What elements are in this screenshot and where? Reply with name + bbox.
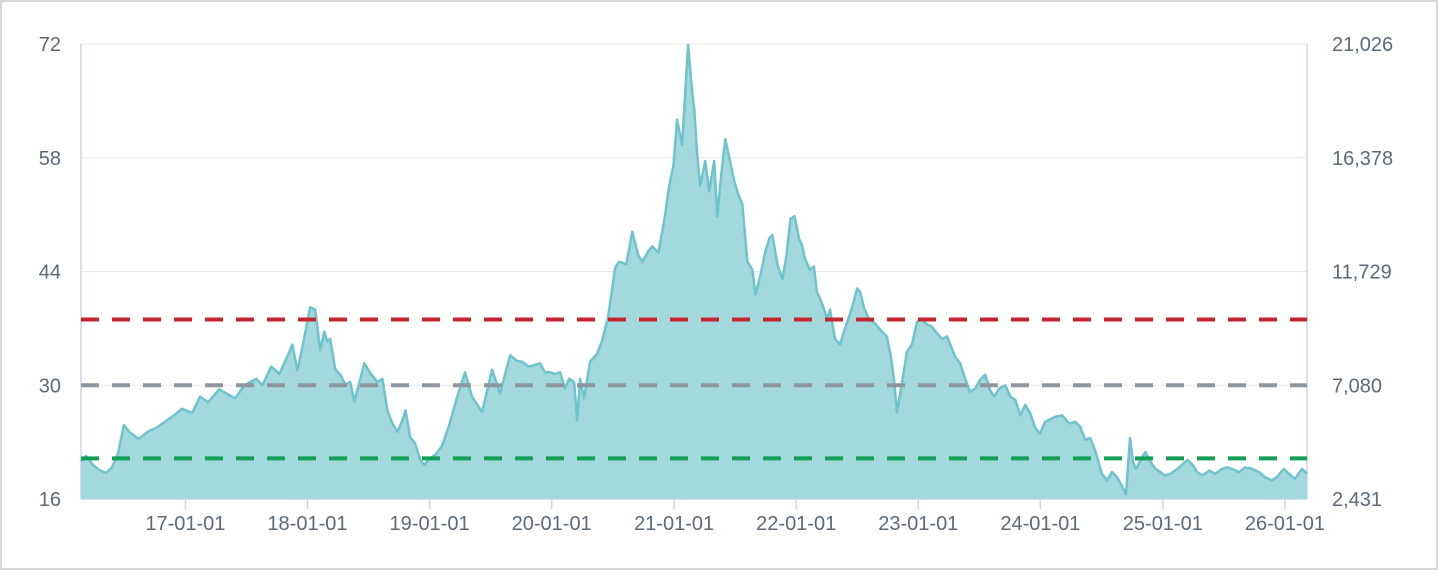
- x-axis-label: 22-01-01: [756, 513, 836, 535]
- left-y-axis: 16 30 44 58 72: [39, 34, 61, 511]
- x-axis-label: 24-01-01: [1000, 513, 1080, 535]
- x-axis-label: 19-01-01: [390, 513, 470, 535]
- x-axis-label: 20-01-01: [512, 513, 592, 535]
- x-axis-label: 25-01-01: [1123, 513, 1203, 535]
- left-axis-label: 72: [39, 34, 61, 56]
- left-axis-label: 58: [39, 148, 61, 170]
- x-axis-label: 26-01-01: [1245, 513, 1325, 535]
- x-axis-label: 17-01-01: [145, 513, 225, 535]
- area-series-fill[interactable]: [81, 44, 1307, 500]
- right-y-axis: 2,431 7,080 11,729 16,378 21,026: [1332, 34, 1393, 511]
- right-axis-label: 11,729: [1332, 262, 1392, 284]
- left-axis-label: 16: [39, 489, 61, 511]
- right-axis-label: 7,080: [1332, 375, 1382, 397]
- area-series-line[interactable]: [80, 43, 1308, 496]
- x-axis-label: 23-01-01: [878, 513, 958, 535]
- right-axis-label: 2,431: [1332, 489, 1382, 511]
- right-axis-label: 21,026: [1332, 34, 1393, 56]
- left-axis-label: 30: [39, 375, 61, 397]
- x-axis: 17-01-01 18-01-01 19-01-01 20-01-01 21-01-01…: [145, 499, 1325, 535]
- x-axis-label: 21-01-01: [634, 513, 714, 535]
- x-axis-label: 18-01-01: [267, 513, 347, 535]
- left-axis-label: 44: [39, 262, 61, 284]
- right-axis-label: 16,378: [1332, 148, 1393, 170]
